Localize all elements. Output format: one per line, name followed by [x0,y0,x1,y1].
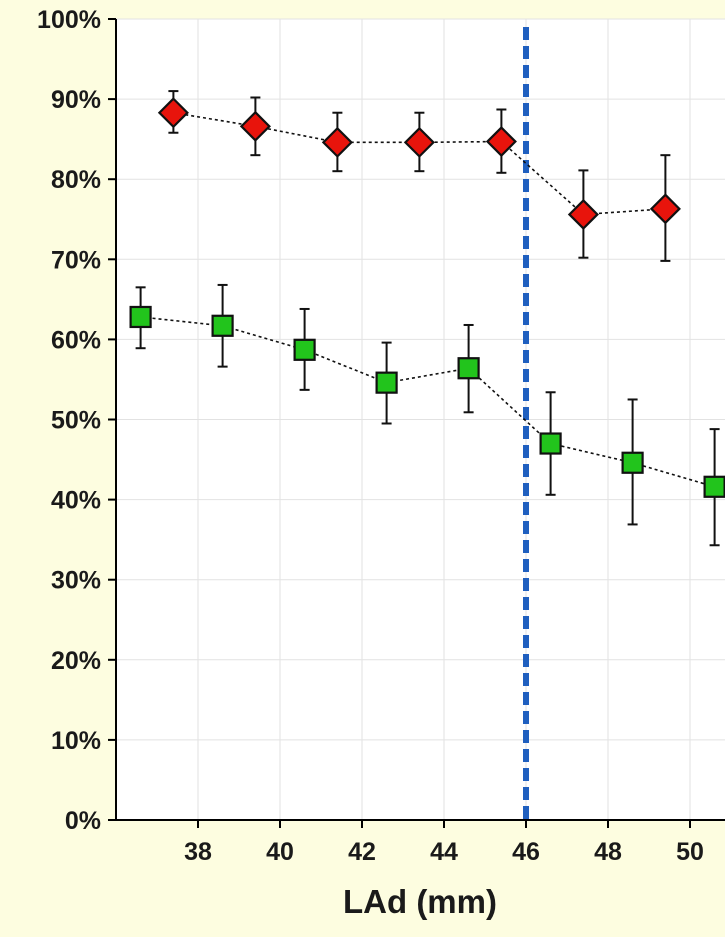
y-tick-label: 100% [37,6,101,34]
tick-labels: 0% 10% 20% 30% 40% 50% 60% 70% 80% 90% 100% 38 40 42 4… [37,6,704,866]
y-tick-label: 0% [65,807,101,835]
x-tick-label: 50 [676,838,704,866]
series-square [129,283,725,547]
x-tick-label: 42 [348,838,376,866]
y-tick-label: 30% [51,567,101,595]
y-tick-label: 50% [51,407,101,435]
data-point-square [211,314,234,337]
data-point-square [375,371,398,394]
data-point-square [539,432,562,455]
data-point-diamond [485,125,517,158]
series-group [129,90,725,547]
x-tick-label: 44 [430,838,458,866]
y-tick-label: 90% [51,86,101,114]
data-point-square [293,338,316,361]
x-axis-label: LAd (mm) [343,883,497,920]
x-tick-label: 46 [512,838,540,866]
data-point-diamond [321,126,353,158]
y-tick-label: 80% [51,166,101,194]
grid [116,18,725,820]
y-tick-label: 60% [51,326,101,354]
x-tick-label: 38 [184,838,212,866]
data-point-square [129,305,152,329]
axes [108,18,725,828]
y-tick-label: 10% [51,727,101,755]
series-diamond [157,90,681,262]
x-tick-label: 48 [594,838,622,866]
data-point-diamond [567,198,599,230]
data-point-diamond [157,97,189,129]
data-point-diamond [403,126,435,158]
data-point-square [457,357,480,380]
y-tick-label: 40% [51,487,101,515]
data-point-diamond [239,110,271,142]
y-tick-label: 70% [51,246,101,274]
x-tick-label: 40 [266,838,294,866]
data-point-diamond [649,193,681,225]
y-tick-label: 20% [51,647,101,675]
data-point-square [703,475,725,498]
series-line [140,316,715,488]
data-point-square [621,451,644,474]
